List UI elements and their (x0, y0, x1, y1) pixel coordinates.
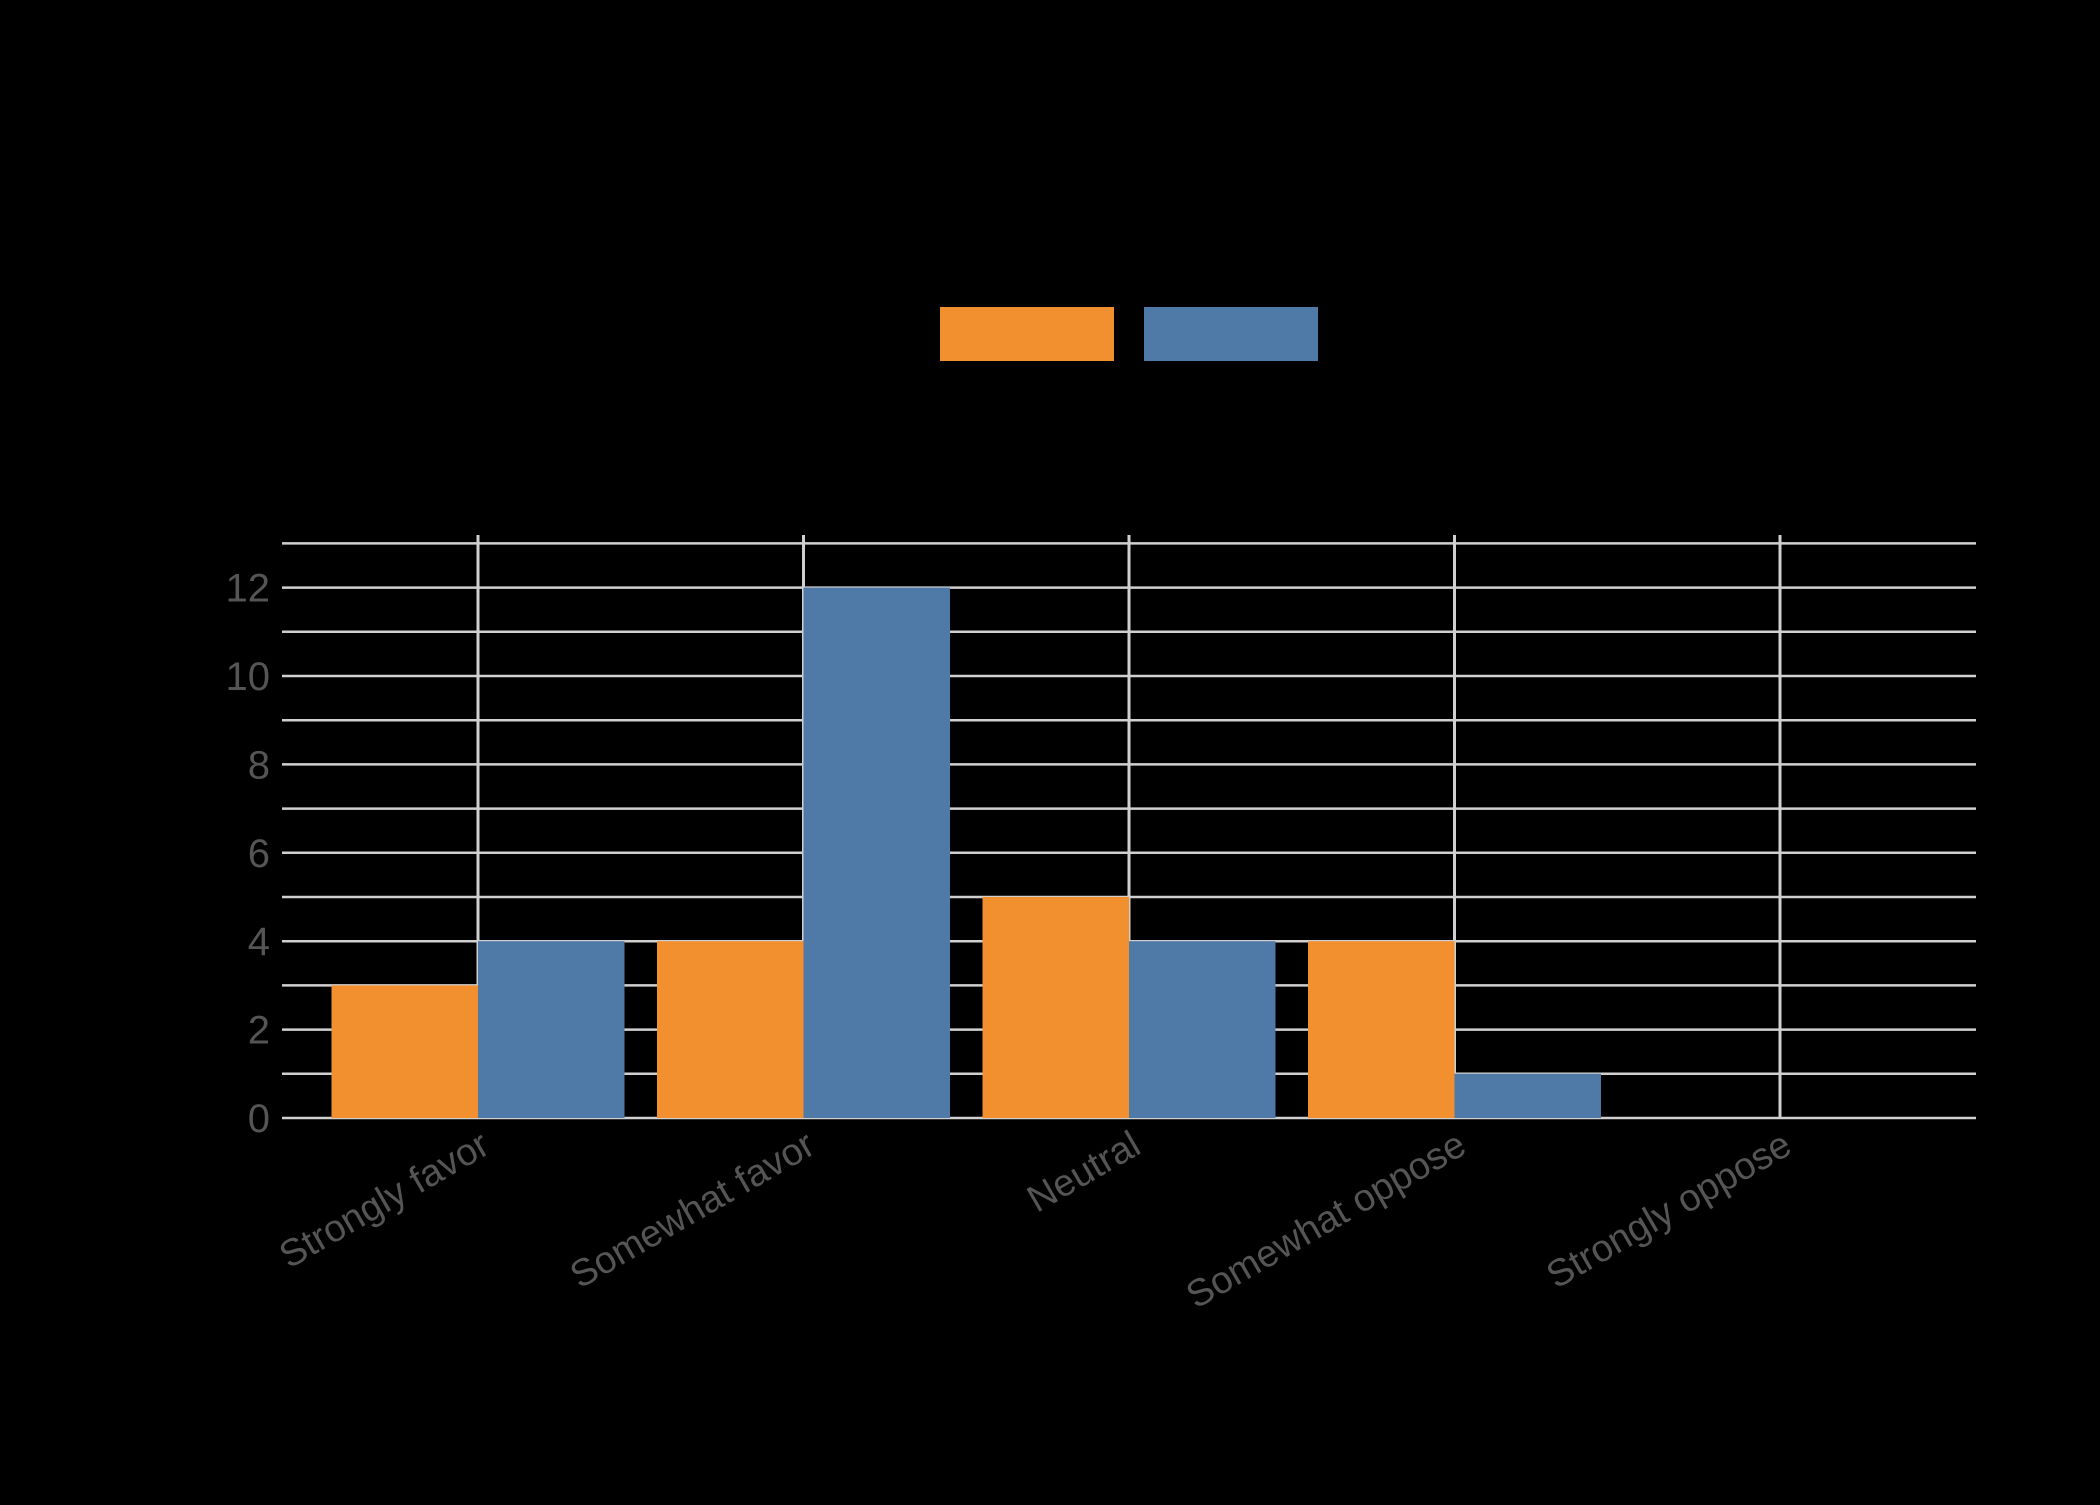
x-tick-label: Neutral (1020, 1123, 1147, 1221)
bar-1-neutral[interactable] (982, 897, 1130, 1118)
y-tick-label: 2 (248, 1009, 270, 1053)
y-tick-label: 10 (226, 655, 271, 699)
bar-2-neutral[interactable] (1129, 941, 1276, 1118)
bar-2-strongly-favor[interactable] (478, 941, 625, 1118)
y-tick-label: 6 (248, 832, 270, 876)
x-axis-tick-labels: Strongly favor Somewhat favor Neutral Somew… (272, 1123, 1798, 1317)
x-tick-label: Strongly favor (272, 1123, 496, 1277)
y-tick-label: 0 (248, 1097, 270, 1141)
y-tick-label: 8 (248, 743, 270, 787)
bar-1-somewhat-oppose[interactable] (1308, 941, 1455, 1118)
y-tick-label: 12 (226, 567, 271, 611)
bar-1-somewhat-favor[interactable] (657, 941, 804, 1118)
legend (940, 307, 1318, 361)
x-tick-label: Somewhat favor (563, 1123, 822, 1297)
x-tick-label: Somewhat oppose (1179, 1123, 1473, 1317)
x-tick-label: Strongly oppose (1540, 1123, 1799, 1297)
bar-2-somewhat-oppose[interactable] (1454, 1073, 1602, 1118)
bars (331, 587, 1602, 1118)
bar-1-strongly-favor[interactable] (331, 985, 479, 1118)
legend-swatch-2[interactable] (1144, 307, 1318, 361)
y-tick-label: 4 (248, 920, 270, 964)
legend-swatch-1[interactable] (940, 307, 1114, 361)
y-axis-tick-labels: 0 2 4 6 8 10 12 (226, 567, 271, 1141)
bar-2-somewhat-favor[interactable] (803, 587, 951, 1118)
